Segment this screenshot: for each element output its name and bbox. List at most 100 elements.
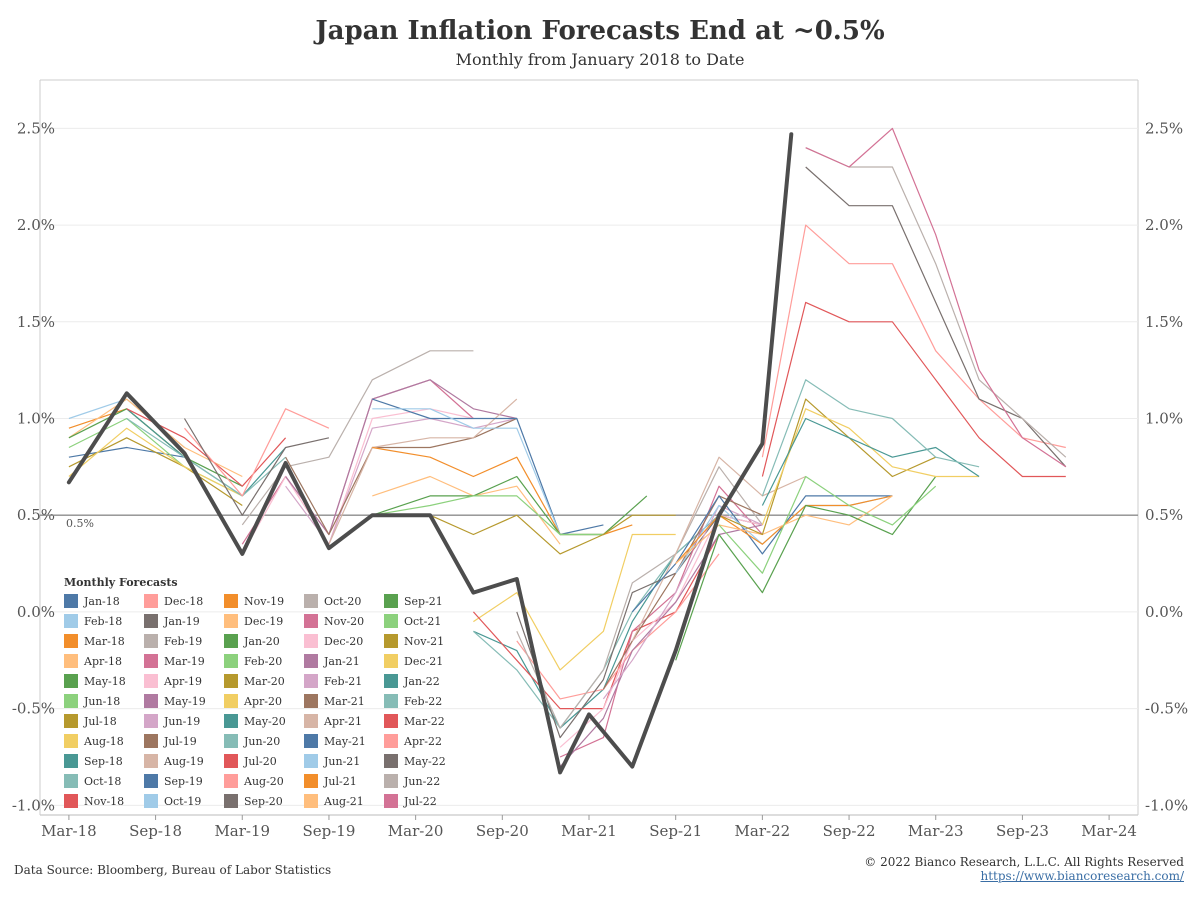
x-tick-label: Sep-18 [129,822,182,840]
forecast-line-dec-20 [559,514,763,748]
legend-item: Mar-18 [64,631,144,651]
legend-swatch [224,714,238,728]
x-tick-label: Mar-23 [908,822,964,840]
forecast-line-feb-21 [602,504,763,700]
legend-swatch [384,614,398,628]
forecast-line-jan-22 [761,417,980,506]
legend-swatch [384,714,398,728]
legend-item: Mar-20 [224,671,304,691]
legend-item: Jan-19 [144,611,224,631]
legend-label: Apr-21 [324,714,362,728]
legend-item: Sep-18 [64,751,144,771]
legend-label: Jan-22 [404,674,440,688]
legend-item: Sep-20 [224,791,304,811]
legend-swatch [144,634,158,648]
legend-swatch [224,694,238,708]
legend-swatch [64,734,78,748]
forecast-line-oct-20 [516,466,763,729]
legend-swatch [224,614,238,628]
legend-swatch [304,674,318,688]
y-tick-label-left: -0.5% [12,700,55,718]
legend-label: Jun-19 [164,714,201,728]
legend-item: May-21 [304,731,384,751]
forecast-line-jul-22 [805,127,1067,468]
legend-swatch [64,634,78,648]
legend-label: Apr-19 [164,674,202,688]
legend-label: Feb-19 [164,634,203,648]
legend-swatch [224,634,238,648]
y-tick-label-right: 0.0% [1145,603,1183,621]
legend-swatch [64,594,78,608]
legend-item: Jul-18 [64,711,144,731]
legend-item: Feb-22 [384,691,464,711]
legend-swatch [384,694,398,708]
legend-item: Feb-20 [224,651,304,671]
legend-item: Sep-21 [384,591,464,611]
forecast-line-jul-19 [285,417,518,536]
legend-label: Jun-18 [84,694,121,708]
forecast-line-mar-22 [761,301,1066,478]
legend-swatch [144,674,158,688]
legend-swatch [64,754,78,768]
actual-inflation-line [66,132,794,775]
legend-label: Sep-18 [84,754,123,768]
website-link[interactable]: https://www.biancoresearch.com/ [980,869,1184,883]
x-tick-label: Mar-19 [214,822,270,840]
forecast-line-may-20 [473,514,720,729]
forecast-line-may-19 [285,379,517,536]
legend-swatch [304,694,318,708]
legend-item: Apr-20 [224,691,304,711]
chart-subtitle: Monthly from January 2018 to Date [455,50,745,69]
legend-label: Nov-21 [404,634,445,648]
x-tick-label: Mar-22 [735,822,791,840]
forecast-line-feb-18 [68,398,185,448]
data-source-note: Data Source: Bloomberg, Bureau of Labor … [14,863,332,877]
legend-item: Oct-20 [304,591,384,611]
legend-label: Oct-19 [164,794,202,808]
legend-swatch [224,734,238,748]
legend-item: Dec-18 [144,591,224,611]
legend-label: Jan-19 [164,614,200,628]
forecast-line-apr-19 [241,408,474,555]
legend-swatch [304,794,318,808]
legend-label: Jul-20 [244,754,277,768]
legend-swatch [384,654,398,668]
legend-swatch [64,654,78,668]
legend-item: Apr-19 [144,671,224,691]
x-tick-label: Mar-20 [388,822,444,840]
legend-label: Oct-18 [84,774,122,788]
y-tick-label-left: 1.0% [17,409,55,427]
legend-swatch [144,594,158,608]
chart-title: Japan Inflation Forecasts End at ~0.5% [315,16,885,46]
y-tick-label-left: 0.5% [17,506,55,524]
legend-item: Mar-22 [384,711,464,731]
legend-title: Monthly Forecasts [64,576,178,589]
legend-label: Jul-19 [164,734,197,748]
legend-swatch [144,654,158,668]
legend-item: Apr-18 [64,651,144,671]
y-tick-label-left: 2.0% [17,216,55,234]
legend-swatch [304,614,318,628]
legend-item: Jun-20 [224,731,304,751]
legend-swatch [224,594,238,608]
forecast-line-feb-20 [372,495,604,536]
y-tick-label-right: 2.5% [1145,119,1183,137]
y-tick-label-right: -0.5% [1145,700,1188,718]
forecast-line-mar-20 [372,514,676,555]
legend-label: Apr-18 [84,654,122,668]
legend-item: Jul-20 [224,751,304,771]
legend-label: Oct-20 [324,594,362,608]
legend-swatch [64,694,78,708]
y-tick-label-left: 1.5% [17,313,55,331]
y-tick-label-left: -1.0% [12,796,55,814]
forecast-line-apr-21 [631,456,806,642]
legend-item: Dec-20 [304,631,384,651]
legend-label: Jan-18 [84,594,120,608]
legend-swatch [64,714,78,728]
forecast-line-sep-18 [126,408,287,497]
legend-item: Mar-19 [144,651,224,671]
legend-item: Nov-20 [304,611,384,631]
legend-swatch [64,774,78,788]
legend-label: Apr-22 [404,734,442,748]
legend-swatch [384,774,398,788]
